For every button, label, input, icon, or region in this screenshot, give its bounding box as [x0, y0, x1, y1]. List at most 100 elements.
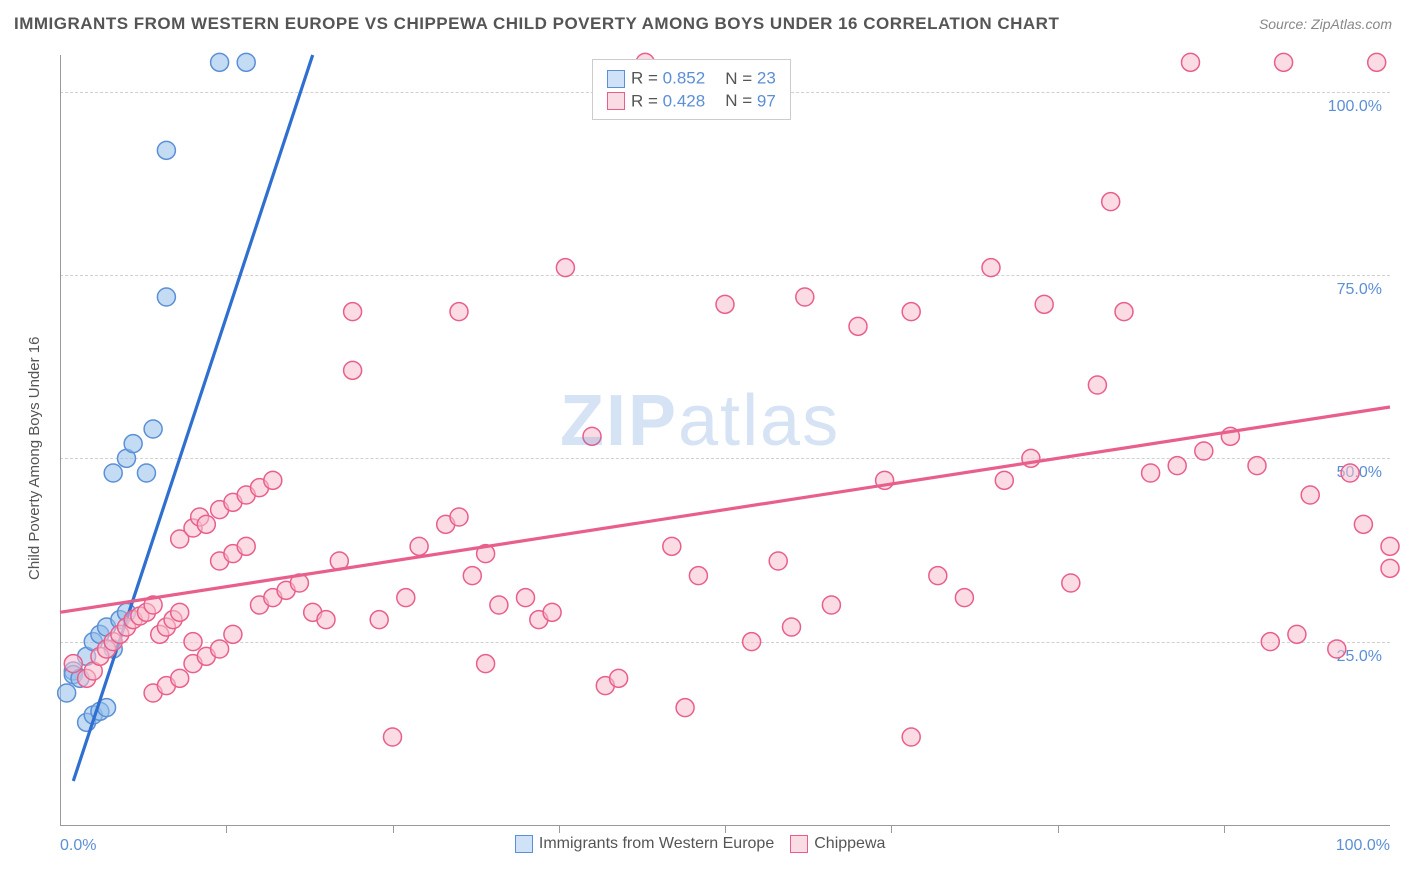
scatter-point [610, 669, 628, 687]
scatter-point [463, 567, 481, 585]
scatter-point [397, 589, 415, 607]
scatter-point [171, 603, 189, 621]
x-minor-tick [891, 825, 892, 833]
scatter-point [197, 515, 215, 533]
scatter-point [211, 640, 229, 658]
legend: Immigrants from Western Europe Chippewa [499, 835, 886, 853]
n-label: N = [725, 91, 757, 110]
scatter-point [264, 471, 282, 489]
scatter-point [1381, 537, 1399, 555]
r-label: R = [631, 69, 663, 88]
n-value: 97 [757, 91, 776, 110]
x-tick-label: 100.0% [1336, 837, 1390, 855]
scatter-point [64, 655, 82, 673]
x-minor-tick [725, 825, 726, 833]
scatter-point [1035, 295, 1053, 313]
scatter-point [104, 464, 122, 482]
scatter-point [995, 471, 1013, 489]
r-label: R = [631, 91, 663, 110]
scatter-point [477, 655, 495, 673]
chart-title: IMMIGRANTS FROM WESTERN EUROPE VS CHIPPE… [14, 14, 1059, 34]
x-tick-label: 0.0% [60, 837, 96, 855]
scatter-point [849, 317, 867, 335]
scatter-point [224, 625, 242, 643]
scatter-point [410, 537, 428, 555]
scatter-point [370, 611, 388, 629]
legend-swatch [515, 835, 533, 853]
stat-row: R = 0.852 N = 23 [607, 68, 776, 89]
scatter-point [676, 699, 694, 717]
scatter-point [1182, 53, 1200, 71]
scatter-point [344, 303, 362, 321]
r-value: 0.428 [663, 91, 706, 110]
scatter-point [450, 508, 468, 526]
scatter-point [1115, 303, 1133, 321]
scatter-point [1354, 515, 1372, 533]
scatter-point [982, 259, 1000, 277]
series-swatch [607, 92, 625, 110]
correlation-stats-box: R = 0.852 N = 23 R = 0.428 N = 97 [592, 59, 791, 120]
scatter-point [716, 295, 734, 313]
scatter-point [1275, 53, 1293, 71]
scatter-point [157, 141, 175, 159]
scatter-point [144, 420, 162, 438]
scatter-point [1261, 633, 1279, 651]
scatter-point [1195, 442, 1213, 460]
series-swatch [607, 70, 625, 88]
scatter-point [1301, 486, 1319, 504]
scatter-point [796, 288, 814, 306]
scatter-point [184, 633, 202, 651]
trend-line [60, 407, 1390, 612]
scatter-point [211, 53, 229, 71]
scatter-point [783, 618, 801, 636]
scatter-point [1142, 464, 1160, 482]
x-minor-tick [559, 825, 560, 833]
scatter-point [384, 728, 402, 746]
scatter-point [171, 669, 189, 687]
scatter-point [902, 728, 920, 746]
scatter-point [237, 537, 255, 555]
n-value: 23 [757, 69, 776, 88]
y-axis-label: Child Poverty Among Boys Under 16 [26, 337, 43, 580]
scatter-point [583, 427, 601, 445]
scatter-point [1102, 193, 1120, 211]
scatter-point [1328, 640, 1346, 658]
scatter-point [822, 596, 840, 614]
scatter-point [1248, 457, 1266, 475]
legend-label: Immigrants from Western Europe [539, 835, 774, 852]
scatter-point [450, 303, 468, 321]
scatter-point [663, 537, 681, 555]
scatter-point [137, 464, 155, 482]
legend-swatch [790, 835, 808, 853]
r-value: 0.852 [663, 69, 706, 88]
plot-area: 25.0%50.0%75.0%100.0%0.0%100.0% [60, 55, 1390, 825]
x-minor-tick [1058, 825, 1059, 833]
scatter-point [517, 589, 535, 607]
legend-label: Chippewa [814, 835, 885, 852]
scatter-point [543, 603, 561, 621]
x-minor-tick [1224, 825, 1225, 833]
stat-row: R = 0.428 N = 97 [607, 91, 776, 112]
source-attribution: Source: ZipAtlas.com [1259, 16, 1392, 32]
x-minor-tick [393, 825, 394, 833]
scatter-point [490, 596, 508, 614]
scatter-point [317, 611, 335, 629]
scatter-point [1168, 457, 1186, 475]
scatter-point [237, 53, 255, 71]
scatter-point [929, 567, 947, 585]
scatter-point [124, 435, 142, 453]
scatter-point [1368, 53, 1386, 71]
scatter-point [1088, 376, 1106, 394]
scatter-point [1381, 559, 1399, 577]
x-minor-tick [226, 825, 227, 833]
n-label: N = [725, 69, 757, 88]
scatter-point [1288, 625, 1306, 643]
scatter-point [743, 633, 761, 651]
scatter-point [344, 361, 362, 379]
scatter-point [902, 303, 920, 321]
scatter-point [769, 552, 787, 570]
scatter-point [556, 259, 574, 277]
scatter-point [1062, 574, 1080, 592]
scatter-point [689, 567, 707, 585]
scatter-point [1341, 464, 1359, 482]
